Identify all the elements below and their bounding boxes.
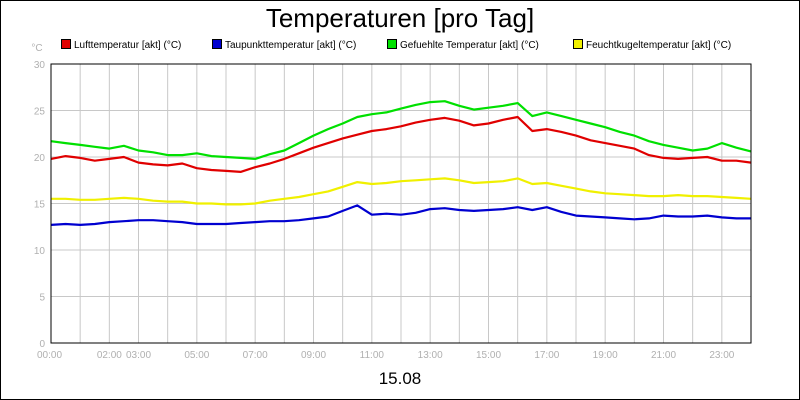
legend-swatch-lufttemperatur bbox=[61, 39, 71, 49]
y-tick-label: 0 bbox=[39, 339, 45, 350]
x-tick-label: 19:00 bbox=[593, 350, 618, 361]
x-tick-label: 07:00 bbox=[243, 350, 268, 361]
legend-swatch-gefuehlte-temperatur bbox=[387, 39, 397, 49]
legend-item-feuchtkugeltemperatur: Feuchtkugeltemperatur [akt] (°C) bbox=[573, 39, 731, 51]
x-tick-label: 09:00 bbox=[301, 350, 326, 361]
x-tick-label: 13:00 bbox=[418, 350, 443, 361]
x-tick-label: 21:00 bbox=[651, 350, 676, 361]
x-tick-label: 00:00 bbox=[37, 350, 62, 361]
y-tick-label: 20 bbox=[34, 153, 46, 164]
chart-title: Temperaturen [pro Tag] bbox=[265, 3, 535, 33]
x-tick-label: 15:00 bbox=[476, 350, 501, 361]
y-tick-label: 25 bbox=[34, 107, 46, 118]
series-line-feuchtkugeltemperatur bbox=[51, 177, 752, 206]
series-line-gefuehlte-temperatur bbox=[50, 100, 752, 160]
x-tick-label: 17:00 bbox=[534, 350, 559, 361]
y-tick-label: 10 bbox=[34, 246, 46, 257]
legend-label-lufttemperatur: Lufttemperatur [akt] (°C) bbox=[74, 40, 182, 51]
plot-border bbox=[50, 63, 752, 344]
legend-label-feuchtkugeltemperatur: Feuchtkugeltemperatur [akt] (°C) bbox=[586, 40, 732, 51]
legend-label-taupunkttemperatur: Taupunkttemperatur [akt] (°C) bbox=[225, 40, 357, 51]
x-tick-label: 05:00 bbox=[184, 350, 209, 361]
legend-label-gefuehlte-temperatur: Gefuehlte Temperatur [akt] (°C) bbox=[400, 40, 539, 51]
legend-item-taupunkttemperatur: Taupunkttemperatur [akt] (°C) bbox=[212, 39, 356, 51]
x-tick-label: 23:00 bbox=[709, 350, 734, 361]
x-tick-label: 11:00 bbox=[360, 350, 385, 361]
y-tick-label: 30 bbox=[34, 60, 46, 71]
y-tick-label: 5 bbox=[39, 293, 45, 304]
x-tick-label: 03:00 bbox=[126, 350, 151, 361]
series-line-taupunkttemperatur bbox=[50, 204, 751, 226]
x-axis-date-label: 15.08 bbox=[378, 369, 422, 388]
legend-swatch-feuchtkugeltemperatur bbox=[573, 39, 583, 49]
y-axis-unit-label: °C bbox=[31, 43, 42, 54]
legend-item-lufttemperatur: Lufttemperatur [akt] (°C) bbox=[61, 39, 181, 51]
legend-item-gefuehlte-temperatur: Gefuehlte Temperatur [akt] (°C) bbox=[387, 39, 539, 51]
x-tick-label: 02:00 bbox=[97, 350, 122, 361]
series-line-lufttemperatur bbox=[50, 115, 752, 173]
y-tick-label: 15 bbox=[34, 200, 46, 211]
legend-swatch-taupunkttemperatur bbox=[212, 39, 222, 49]
